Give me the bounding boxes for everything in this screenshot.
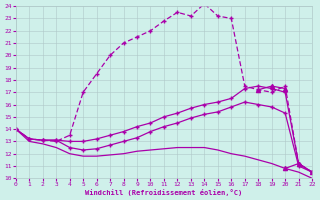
X-axis label: Windchill (Refroidissement éolien,°C): Windchill (Refroidissement éolien,°C) — [85, 189, 243, 196]
